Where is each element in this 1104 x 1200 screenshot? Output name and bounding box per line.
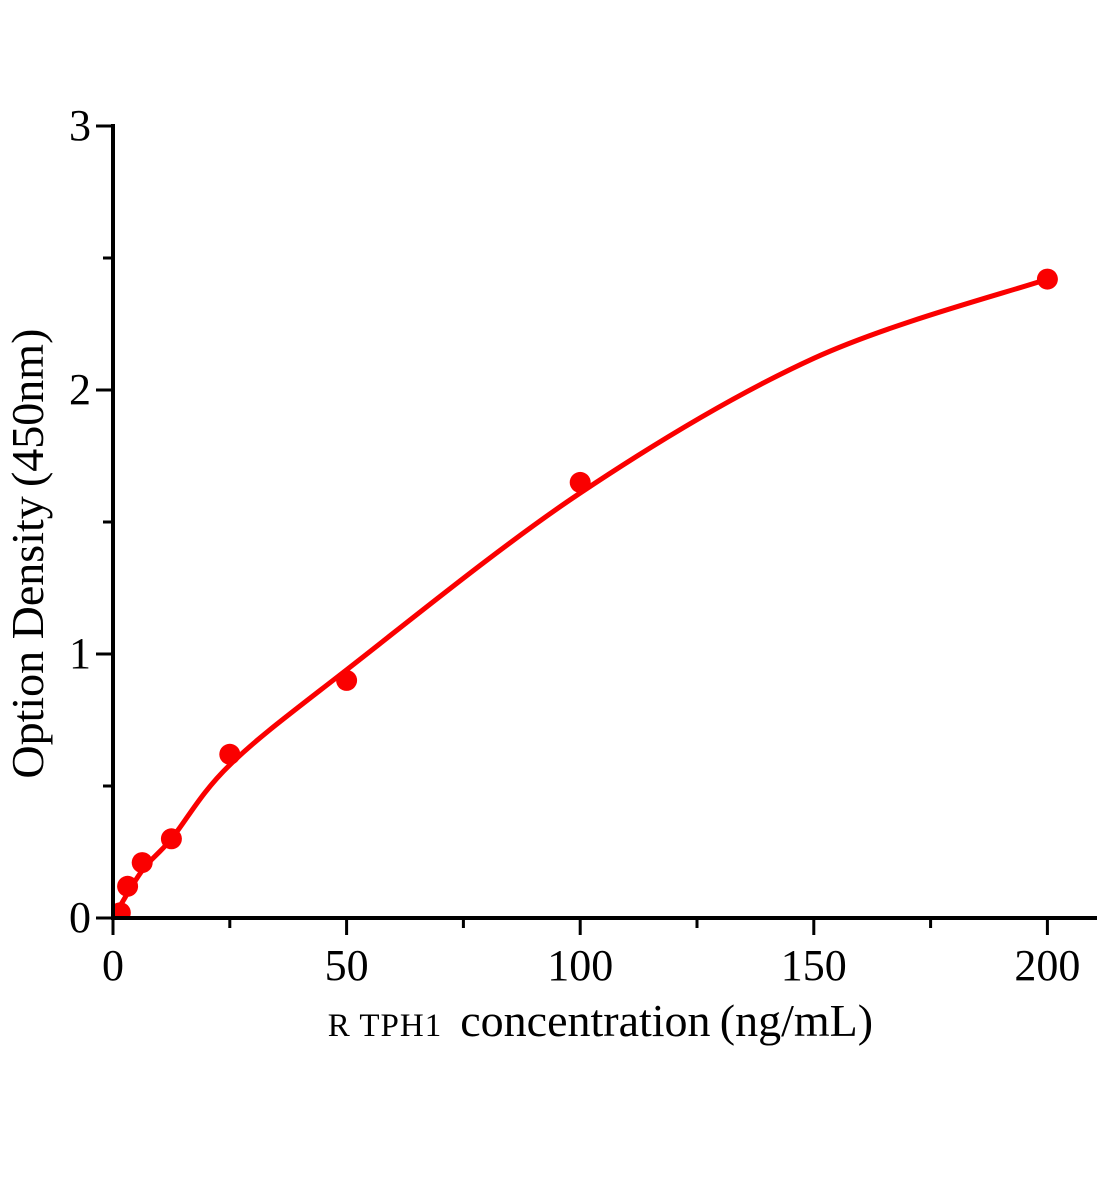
data-point	[1036, 268, 1058, 290]
y-tick-label: 1	[69, 629, 91, 678]
data-point	[219, 743, 241, 765]
x-axis-title-main: concentration (ng/mL)	[460, 995, 883, 1046]
data-point	[160, 828, 182, 850]
fit-curve	[113, 276, 1050, 918]
data-point	[569, 471, 591, 493]
y-tick-label: 0	[69, 893, 91, 942]
data-point	[113, 902, 131, 918]
x-tick-label: 50	[324, 941, 369, 990]
data-point	[336, 669, 358, 691]
x-tick-label: 200	[1014, 941, 1081, 990]
y-tick-label: 3	[69, 101, 91, 150]
x-axis-title: R TPH1 concentration (ng/mL)	[113, 994, 1097, 1058]
data-point	[131, 852, 153, 874]
y-tick-label: 2	[69, 365, 91, 414]
x-axis-title-prefix: R TPH1	[327, 1008, 443, 1044]
y-axis-title: Option Density (450nm)	[2, 319, 53, 779]
x-tick-label: 0	[102, 941, 124, 990]
x-tick-label: 150	[780, 941, 847, 990]
x-tick-label: 100	[547, 941, 614, 990]
data-point	[117, 875, 139, 897]
